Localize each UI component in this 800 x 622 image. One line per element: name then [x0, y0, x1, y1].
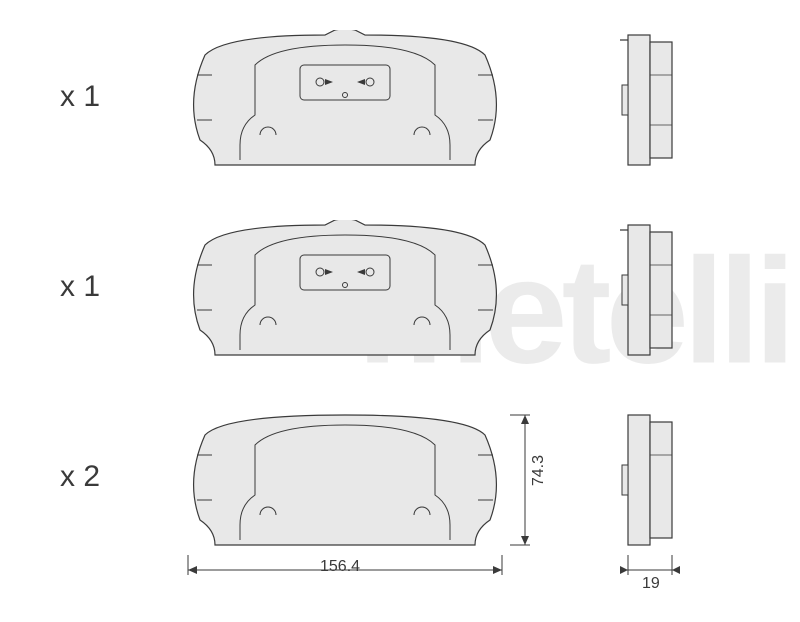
qty-row2: x 1: [60, 270, 100, 304]
qty-row3: x 2: [60, 460, 100, 494]
pad-side-row2: [620, 220, 680, 360]
sensor-clip-icon: [620, 32, 628, 40]
sensor-clip-icon: [620, 222, 628, 230]
pad-front-row3: [185, 410, 505, 550]
side-notch: [622, 85, 628, 115]
friction-block: [650, 42, 672, 158]
pad-outline: [194, 415, 497, 545]
pad-front-row1: [185, 30, 505, 170]
back-plate: [628, 35, 650, 165]
pad-front-row2: [185, 220, 505, 360]
dim-width-text: 156.4: [320, 558, 360, 576]
pad-side-row3: [620, 410, 680, 550]
dim-thickness-text: 19: [642, 575, 660, 593]
dim-height-text: 74.3: [530, 455, 548, 486]
diagram-canvas: metelli x 1: [0, 0, 800, 622]
qty-row1: x 1: [60, 80, 100, 114]
pad-side-row1: [620, 30, 680, 170]
